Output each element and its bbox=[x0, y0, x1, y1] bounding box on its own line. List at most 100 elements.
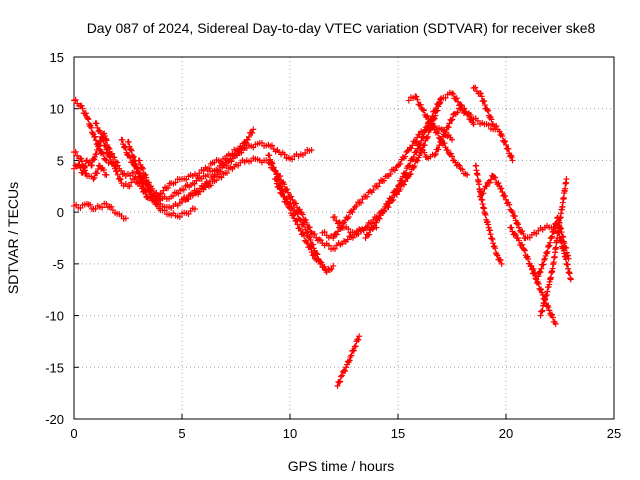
trace-17-point bbox=[424, 112, 431, 119]
trace-23-point bbox=[537, 312, 544, 319]
trace-02-point bbox=[93, 151, 100, 158]
trace-23-point bbox=[542, 293, 549, 300]
trace-12-point bbox=[310, 252, 317, 259]
trace-14-point bbox=[393, 191, 400, 198]
trace-11-point bbox=[328, 265, 335, 272]
trace-23-point bbox=[563, 176, 570, 183]
trace-08-point bbox=[269, 142, 275, 149]
trace-09-point bbox=[154, 201, 161, 208]
trace-21-point bbox=[519, 228, 526, 235]
trace-06-point bbox=[245, 133, 252, 140]
trace-19-point bbox=[488, 116, 495, 123]
trace-11-point bbox=[306, 233, 313, 240]
trace-20-point bbox=[486, 227, 493, 234]
trace-18-point bbox=[465, 111, 472, 118]
trace-24-point bbox=[552, 221, 559, 228]
trace-22-point bbox=[538, 286, 545, 293]
trace-01-point bbox=[78, 102, 85, 109]
trace-09-point bbox=[149, 193, 156, 200]
trace-03-point bbox=[108, 203, 115, 210]
trace-21-point bbox=[495, 180, 502, 187]
x-tick-label: 20 bbox=[499, 426, 513, 441]
trace-15-point bbox=[373, 219, 380, 226]
trace-10-point bbox=[344, 236, 351, 243]
trace-19-point bbox=[505, 145, 512, 152]
trace-10-point bbox=[296, 206, 303, 213]
trace-17-point bbox=[456, 162, 463, 169]
trace-15-point bbox=[429, 113, 436, 120]
trace-05-point bbox=[104, 149, 111, 156]
trace-24-point bbox=[538, 265, 545, 272]
trace-17-point bbox=[455, 161, 462, 168]
trace-21-point bbox=[499, 188, 506, 195]
trace-24-point bbox=[541, 255, 548, 262]
trace-14-point bbox=[331, 213, 338, 220]
trace-01-point bbox=[88, 124, 95, 131]
trace-12-point bbox=[314, 255, 321, 262]
trace-23-point bbox=[539, 307, 546, 314]
trace-13-point bbox=[409, 142, 416, 149]
trace-10-point bbox=[224, 169, 230, 176]
trace-17-point bbox=[434, 130, 441, 137]
trace-17-point bbox=[419, 106, 426, 113]
trace-12-point bbox=[301, 232, 308, 239]
trace-18-point bbox=[464, 110, 471, 117]
trace-22-point bbox=[546, 307, 553, 314]
trace-08-point bbox=[281, 151, 288, 158]
trace-24-point bbox=[565, 255, 572, 262]
trace-09-point bbox=[185, 211, 192, 218]
trace-16-point bbox=[355, 336, 362, 343]
trace-18-point bbox=[445, 124, 452, 131]
trace-16-point bbox=[346, 357, 353, 364]
trace-13-point bbox=[397, 160, 404, 167]
trace-09-point bbox=[147, 187, 154, 194]
grid-lines bbox=[74, 57, 614, 419]
trace-09-point bbox=[176, 214, 183, 221]
trace-14-point bbox=[364, 223, 371, 230]
trace-19-point bbox=[478, 93, 485, 100]
trace-08-point bbox=[170, 192, 176, 199]
trace-02-point bbox=[103, 137, 110, 144]
trace-13-point bbox=[449, 136, 455, 143]
trace-04-point bbox=[103, 171, 110, 178]
trace-15-point bbox=[418, 137, 425, 144]
trace-15-point bbox=[413, 149, 420, 156]
trace-13-point bbox=[387, 171, 394, 178]
trace-08-point bbox=[136, 157, 143, 164]
trace-16-point bbox=[356, 333, 363, 340]
trace-13-point bbox=[391, 167, 398, 174]
trace-07-point bbox=[134, 165, 141, 172]
trace-08-point bbox=[180, 186, 187, 193]
trace-12-point bbox=[280, 193, 287, 200]
trace-17-point bbox=[413, 93, 420, 100]
trace-05-point bbox=[107, 154, 114, 161]
trace-14-point bbox=[401, 181, 407, 188]
trace-19-point bbox=[477, 90, 484, 97]
trace-11-point bbox=[321, 263, 328, 270]
x-tick-label: 25 bbox=[607, 426, 621, 441]
trace-07-point bbox=[206, 165, 212, 172]
trace-07-point bbox=[158, 190, 165, 197]
trace-10-point bbox=[299, 211, 306, 218]
trace-06-point bbox=[119, 136, 126, 143]
trace-15-point bbox=[410, 154, 417, 161]
trace-20-point bbox=[490, 243, 497, 250]
trace-15-point bbox=[392, 188, 399, 195]
trace-20-point bbox=[492, 245, 499, 252]
trace-12-point bbox=[317, 260, 324, 267]
trace-20-point bbox=[482, 210, 489, 217]
trace-16-point bbox=[348, 352, 355, 359]
trace-04-point bbox=[100, 166, 107, 173]
trace-15-point bbox=[436, 100, 443, 107]
trace-08-point bbox=[289, 156, 296, 163]
trace-01-point bbox=[79, 105, 86, 112]
trace-14-point bbox=[411, 162, 418, 169]
trace-02-point bbox=[76, 162, 83, 169]
trace-15-point bbox=[432, 108, 439, 115]
trace-05-point bbox=[131, 176, 138, 183]
trace-05-point bbox=[106, 153, 113, 160]
trace-10-point bbox=[284, 186, 291, 193]
trace-17-point bbox=[447, 150, 454, 157]
trace-16-point bbox=[342, 368, 349, 375]
trace-15-point bbox=[382, 203, 389, 210]
